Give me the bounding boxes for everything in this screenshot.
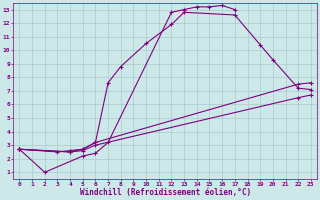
- X-axis label: Windchill (Refroidissement éolien,°C): Windchill (Refroidissement éolien,°C): [80, 188, 251, 197]
